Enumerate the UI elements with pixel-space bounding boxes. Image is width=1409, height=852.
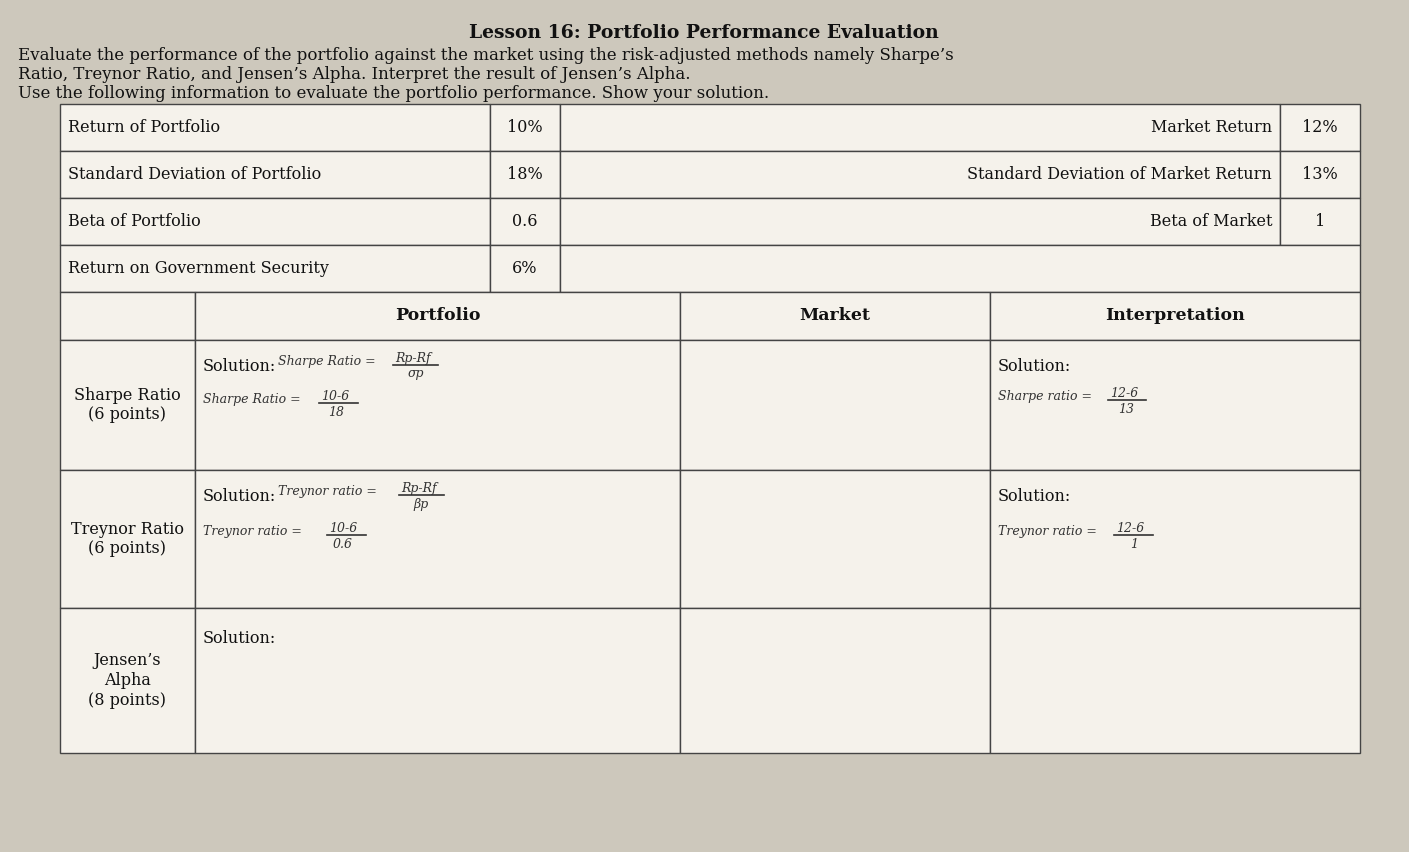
Bar — [194, 470, 681, 608]
Text: Return on Government Security: Return on Government Security — [68, 260, 328, 277]
Text: 1: 1 — [1315, 213, 1324, 230]
Text: Ratio, Treynor Ratio, and Jensen’s Alpha. Interpret the result of Jensen’s Alpha: Ratio, Treynor Ratio, and Jensen’s Alpha… — [18, 66, 690, 83]
Text: 10-6: 10-6 — [321, 390, 349, 403]
Text: Sharpe Ratio =: Sharpe Ratio = — [203, 393, 300, 406]
Text: Treynor ratio =: Treynor ratio = — [998, 525, 1096, 538]
Bar — [991, 470, 1360, 608]
Bar — [490, 104, 559, 151]
Text: Treynor ratio =: Treynor ratio = — [203, 525, 302, 538]
Text: 18: 18 — [328, 406, 344, 419]
Bar — [61, 470, 194, 608]
Bar — [1279, 104, 1360, 151]
Text: Rp-Rf: Rp-Rf — [402, 482, 437, 495]
Bar — [991, 608, 1360, 753]
Text: Sharpe Ratio =: Sharpe Ratio = — [278, 355, 376, 368]
Bar — [559, 245, 1360, 292]
Text: Market: Market — [799, 308, 871, 325]
Text: Beta of Market: Beta of Market — [1150, 213, 1272, 230]
Bar — [681, 608, 991, 753]
Text: σp: σp — [409, 367, 424, 380]
Bar — [490, 245, 559, 292]
Text: Lesson 16: Portfolio Performance Evaluation: Lesson 16: Portfolio Performance Evaluat… — [469, 24, 938, 42]
Bar — [194, 608, 681, 753]
Bar — [61, 245, 490, 292]
Text: Return of Portfolio: Return of Portfolio — [68, 119, 220, 136]
Text: Beta of Portfolio: Beta of Portfolio — [68, 213, 200, 230]
Bar — [61, 198, 490, 245]
Bar — [61, 292, 194, 340]
Bar — [991, 340, 1360, 470]
Bar — [559, 198, 1279, 245]
Text: 10-6: 10-6 — [328, 522, 358, 535]
Text: Portfolio: Portfolio — [395, 308, 480, 325]
Text: Standard Deviation of Market Return: Standard Deviation of Market Return — [967, 166, 1272, 183]
Text: Solution:: Solution: — [998, 358, 1071, 375]
Bar — [61, 340, 194, 470]
Text: Solution:: Solution: — [203, 630, 276, 647]
Text: Solution:: Solution: — [203, 488, 276, 505]
Text: βp: βp — [413, 498, 428, 511]
Bar — [490, 198, 559, 245]
Text: 12-6: 12-6 — [1110, 387, 1138, 400]
Text: 6%: 6% — [513, 260, 538, 277]
Text: 13: 13 — [1117, 403, 1134, 416]
Text: Jensen’s
Alpha
(8 points): Jensen’s Alpha (8 points) — [89, 653, 166, 709]
Bar — [194, 340, 681, 470]
Bar — [681, 470, 991, 608]
Bar — [559, 151, 1279, 198]
Text: 10%: 10% — [507, 119, 542, 136]
Text: Interpretation: Interpretation — [1105, 308, 1246, 325]
Bar — [1279, 151, 1360, 198]
Text: Sharpe ratio =: Sharpe ratio = — [998, 390, 1092, 403]
Text: Solution:: Solution: — [203, 358, 276, 375]
Text: Evaluate the performance of the portfolio against the market using the risk-adju: Evaluate the performance of the portfoli… — [18, 47, 954, 64]
Bar — [490, 151, 559, 198]
Text: 0.6: 0.6 — [333, 538, 354, 551]
Text: Standard Deviation of Portfolio: Standard Deviation of Portfolio — [68, 166, 321, 183]
Text: 18%: 18% — [507, 166, 542, 183]
Text: 0.6: 0.6 — [513, 213, 538, 230]
Text: 12%: 12% — [1302, 119, 1337, 136]
Text: Treynor ratio =: Treynor ratio = — [278, 485, 376, 498]
Text: 12-6: 12-6 — [1116, 522, 1144, 535]
Bar — [61, 104, 490, 151]
Bar — [1279, 198, 1360, 245]
Bar — [991, 292, 1360, 340]
Text: Solution:: Solution: — [998, 488, 1071, 505]
Text: Rp-Rf: Rp-Rf — [395, 352, 431, 365]
Bar — [681, 340, 991, 470]
Text: Treynor Ratio
(6 points): Treynor Ratio (6 points) — [70, 521, 185, 557]
Text: Sharpe Ratio
(6 points): Sharpe Ratio (6 points) — [75, 387, 180, 423]
Text: Use the following information to evaluate the portfolio performance. Show your s: Use the following information to evaluat… — [18, 85, 769, 102]
Text: Market Return: Market Return — [1151, 119, 1272, 136]
Bar — [681, 292, 991, 340]
Bar — [559, 104, 1279, 151]
Bar — [194, 292, 681, 340]
Bar — [61, 151, 490, 198]
Bar — [61, 608, 194, 753]
Text: 13%: 13% — [1302, 166, 1339, 183]
Text: 1: 1 — [1130, 538, 1138, 551]
